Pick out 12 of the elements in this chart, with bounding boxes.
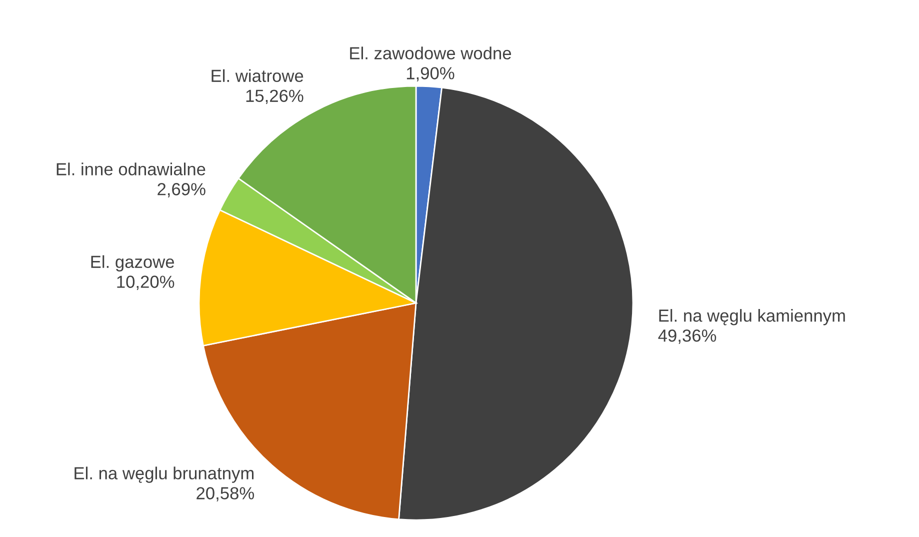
slice-label: El. na węglu kamiennym (659, 309, 845, 326)
slice-label: El. gazowe (91, 255, 174, 272)
data-label: 10,20% (117, 276, 174, 290)
data-label: 15,26% (246, 90, 304, 104)
slice-label: El. inne odnawialne (56, 162, 206, 176)
slice-label: El. na węglu brunatnym (74, 466, 254, 483)
data-label: 49,36% (658, 329, 716, 344)
slice-label: El. zawodowe wodne (350, 46, 512, 60)
data-label: 2,69% (158, 183, 206, 198)
slice-label: El. wiatrowe (212, 69, 304, 82)
data-label: 20,58% (196, 487, 254, 502)
data-label: 1,90% (406, 67, 454, 82)
